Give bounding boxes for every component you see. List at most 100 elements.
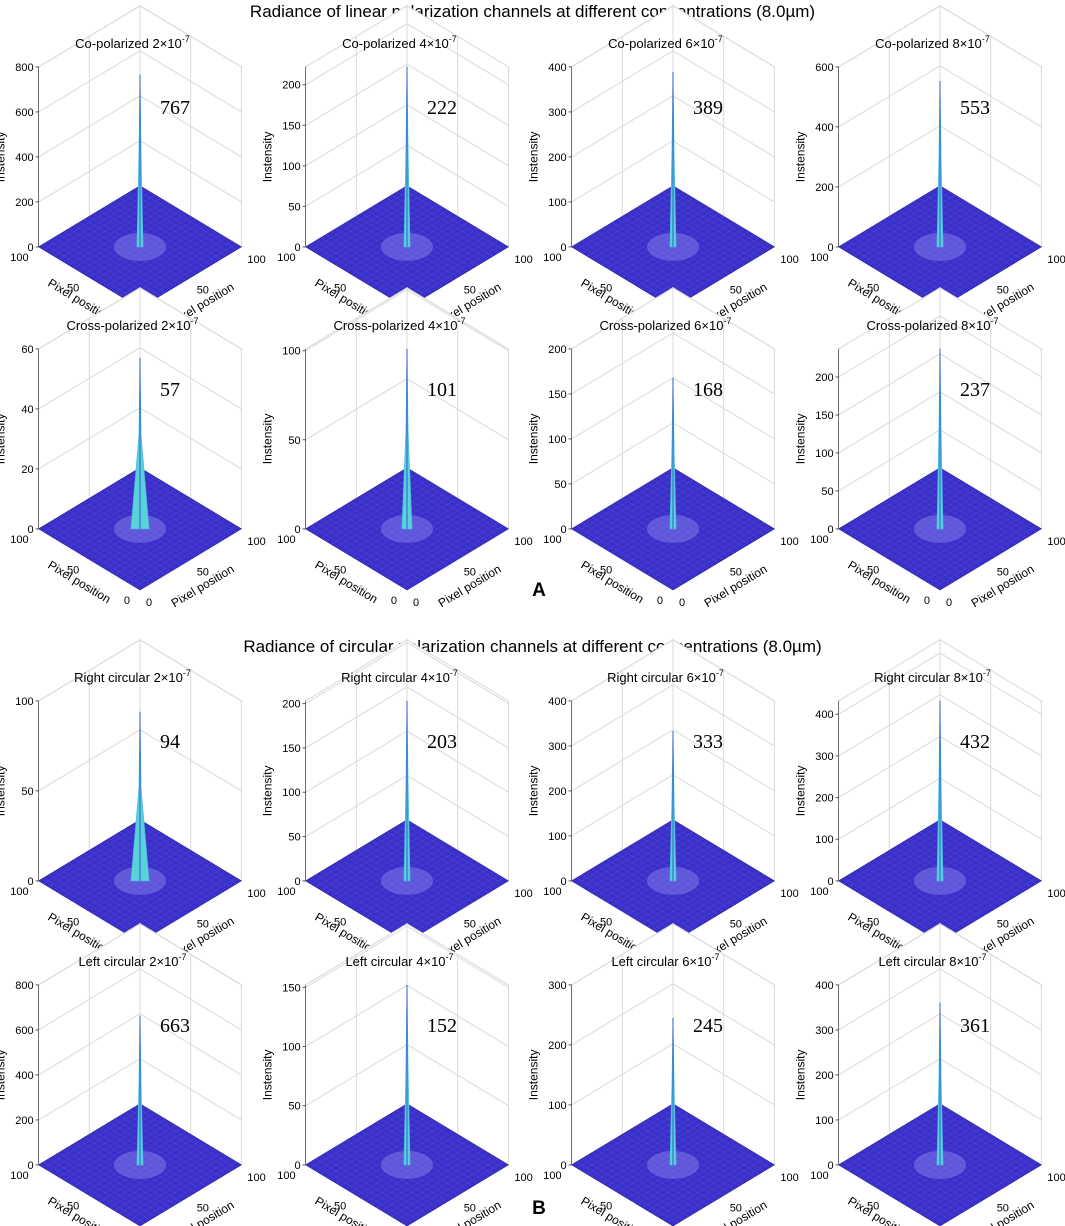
z-tick-label: 400 bbox=[548, 696, 566, 708]
z-tick-label: 300 bbox=[548, 980, 566, 992]
x-tick-label: 100 bbox=[1047, 1172, 1065, 1184]
mesh-line bbox=[325, 831, 428, 894]
mesh-line bbox=[642, 485, 745, 548]
mesh-line bbox=[315, 191, 418, 254]
mesh-line bbox=[310, 188, 413, 251]
mesh-line bbox=[335, 485, 438, 548]
mesh-line bbox=[79, 492, 181, 554]
mesh-line bbox=[58, 1115, 161, 1178]
z-axis-label: Instensity bbox=[261, 132, 275, 183]
mesh-line bbox=[637, 489, 740, 551]
mesh-line bbox=[899, 1128, 1001, 1190]
mesh-line bbox=[330, 1118, 433, 1181]
mesh-line bbox=[325, 197, 428, 260]
mesh-line bbox=[591, 197, 694, 260]
mesh-line bbox=[632, 210, 734, 272]
panel-title-exponent: -7 bbox=[990, 316, 998, 326]
x-tick-label: 50 bbox=[730, 1202, 742, 1214]
y-tick-label: 100 bbox=[810, 1170, 828, 1182]
mesh-line bbox=[576, 1106, 679, 1169]
x-tick-label: 100 bbox=[514, 888, 532, 900]
mesh-line bbox=[58, 197, 161, 260]
panel-title-exponent: -7 bbox=[446, 952, 454, 962]
y-tick-label: 100 bbox=[10, 534, 28, 546]
z-gridline bbox=[38, 5, 242, 68]
mesh-line bbox=[879, 844, 981, 906]
panel-title-prefix: Co-polarized bbox=[342, 36, 419, 51]
panel-title: Right circular 4×10-7 bbox=[341, 668, 458, 685]
z-tick-label: 800 bbox=[15, 980, 33, 992]
mesh-line bbox=[606, 841, 709, 903]
panel-title-concentration: 6×10 bbox=[686, 36, 715, 51]
mesh-line bbox=[63, 200, 166, 263]
mesh-line bbox=[919, 1115, 1022, 1178]
mesh-line bbox=[340, 1125, 443, 1187]
peak-value-label: 152 bbox=[427, 1015, 457, 1037]
y-tick-label: 0 bbox=[124, 595, 130, 607]
surface-plot-panel: 050100150200Instensity050100050100Pixel … bbox=[261, 4, 533, 328]
z-tick-label: 0 bbox=[827, 1160, 833, 1172]
x-tick-label: 0 bbox=[679, 597, 685, 609]
panel-title-prefix: Left circular bbox=[611, 954, 682, 969]
mesh-line bbox=[662, 473, 765, 536]
mesh-line bbox=[899, 844, 1001, 906]
panel-title: Cross-polarized 6×10-7 bbox=[600, 316, 732, 333]
mesh-line bbox=[642, 203, 745, 266]
mesh-line bbox=[914, 834, 1017, 897]
z-gridline bbox=[571, 983, 775, 1046]
panel-title-exponent: -7 bbox=[183, 668, 191, 678]
panel-title-concentration: 2×10 bbox=[149, 954, 178, 969]
z-tick-label: 400 bbox=[815, 709, 833, 721]
mesh-line bbox=[396, 191, 499, 254]
mesh-line bbox=[109, 1121, 212, 1184]
mesh-line bbox=[612, 492, 714, 554]
z-axis-label: Instensity bbox=[0, 132, 8, 183]
peak-value-label: 168 bbox=[693, 379, 723, 401]
mesh-line bbox=[909, 203, 1012, 266]
mesh-line bbox=[401, 822, 504, 885]
z-tick-label: 150 bbox=[282, 982, 300, 994]
y-tick-label: 100 bbox=[10, 252, 28, 264]
z-gridline bbox=[305, 63, 509, 126]
y-tick-label: 50 bbox=[67, 1200, 79, 1212]
mesh-line bbox=[934, 188, 1037, 251]
surface-plot-panel: 050100150Instensity050100050100Pixel pos… bbox=[261, 922, 533, 1226]
section-a-label: A bbox=[532, 580, 546, 601]
z-gridline bbox=[38, 639, 242, 702]
mesh-line bbox=[48, 825, 151, 888]
x-tick-label: 50 bbox=[730, 284, 742, 296]
x-tick-label: 0 bbox=[146, 597, 152, 609]
y-tick-label: 0 bbox=[924, 595, 930, 607]
mesh-line bbox=[396, 1109, 499, 1172]
mesh-line bbox=[612, 1128, 714, 1190]
mesh-line bbox=[632, 492, 734, 554]
mesh-line bbox=[868, 837, 971, 900]
panel-title-concentration: 8×10 bbox=[961, 318, 990, 333]
z-tick-label: 0 bbox=[27, 524, 33, 536]
z-tick-label: 50 bbox=[21, 786, 33, 798]
y-tick-label: 50 bbox=[334, 916, 346, 928]
mesh-line bbox=[376, 485, 479, 548]
mesh-line bbox=[642, 837, 745, 900]
mesh-line bbox=[899, 210, 1001, 272]
z-tick-label: 100 bbox=[15, 696, 33, 708]
mesh-line bbox=[109, 837, 212, 900]
mesh-line bbox=[617, 847, 719, 909]
mesh-line bbox=[366, 492, 468, 554]
z-tick-label: 0 bbox=[294, 242, 300, 254]
mesh-line bbox=[310, 822, 413, 885]
mesh-line bbox=[632, 844, 734, 906]
mesh-line bbox=[43, 822, 146, 885]
mesh-line bbox=[843, 470, 946, 533]
z-tick-label: 400 bbox=[548, 62, 566, 74]
mesh-line bbox=[99, 844, 201, 906]
panel-title-prefix: Co-polarized bbox=[75, 36, 152, 51]
y-tick-label: 100 bbox=[543, 252, 561, 264]
mesh-line bbox=[843, 1106, 946, 1169]
panel-title-prefix: Cross-polarized bbox=[334, 318, 429, 333]
mesh-line bbox=[381, 834, 484, 897]
mesh-line bbox=[401, 1106, 504, 1169]
mesh-line bbox=[863, 1118, 966, 1181]
panel-title-exponent: -7 bbox=[190, 316, 198, 326]
